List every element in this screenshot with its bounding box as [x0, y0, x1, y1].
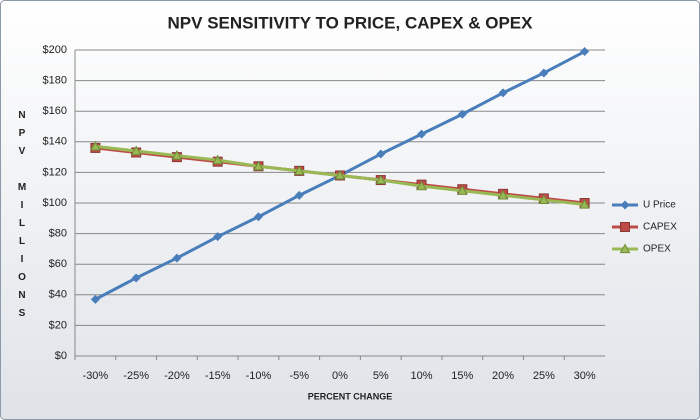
x-tick-label: -30% — [83, 370, 109, 382]
legend-marker — [619, 243, 631, 254]
marker — [90, 140, 101, 151]
legend-label: OPEX — [643, 244, 671, 255]
y-tick-label: $160 — [43, 105, 67, 117]
marker — [293, 165, 305, 175]
marker — [172, 253, 182, 263]
x-tick-label: -15% — [205, 370, 231, 382]
marker — [416, 180, 427, 191]
x-tick-label: -25% — [123, 370, 149, 382]
marker — [253, 212, 263, 222]
x-axis-title: PERCENT CHANGE — [308, 391, 393, 401]
legend-marker — [620, 222, 630, 232]
marker — [334, 169, 346, 180]
x-tick-label: -20% — [164, 370, 190, 382]
x-tick-label: 20% — [492, 370, 514, 382]
y-tick-label: $120 — [43, 166, 67, 178]
marker — [457, 109, 467, 119]
x-tick-label: 10% — [411, 370, 433, 382]
marker — [90, 294, 100, 304]
x-tick-label: 30% — [574, 370, 596, 382]
y-tick-label: $140 — [43, 136, 67, 148]
marker — [130, 145, 142, 156]
marker — [539, 68, 549, 78]
marker — [213, 232, 223, 242]
marker — [580, 47, 590, 57]
x-tick-label: 15% — [451, 370, 473, 382]
y-tick-label: $100 — [43, 197, 67, 209]
x-tick-label: -5% — [289, 370, 309, 382]
marker — [294, 190, 304, 200]
y-tick-label: $0 — [55, 350, 67, 362]
marker — [497, 189, 509, 200]
marker — [212, 154, 224, 165]
legend-label: CAPEX — [643, 222, 677, 233]
x-tick-label: 5% — [373, 370, 389, 382]
marker — [498, 88, 508, 98]
x-tick-label: -10% — [246, 370, 272, 382]
y-tick-label: $60 — [49, 258, 67, 270]
marker — [456, 185, 468, 195]
marker — [376, 149, 386, 159]
y-tick-label: $40 — [49, 289, 67, 301]
legend-label: U Price — [643, 200, 676, 211]
marker — [579, 199, 590, 209]
marker — [253, 160, 264, 171]
marker — [538, 194, 550, 205]
marker — [375, 174, 387, 185]
marker — [171, 150, 183, 160]
y-tick-label: $20 — [49, 319, 67, 331]
chart-title: NPV SENSITIVITY TO PRICE, CAPEX & OPEX — [168, 13, 534, 32]
legend-marker — [620, 200, 630, 210]
y-tick-label: $80 — [49, 228, 67, 240]
y-tick-label: $200 — [43, 44, 67, 56]
x-tick-label: 0% — [332, 370, 348, 382]
marker — [417, 129, 427, 139]
y-axis-title: NPV MILLIONS — [17, 110, 28, 326]
x-tick-label: 25% — [533, 370, 555, 382]
marker — [131, 273, 141, 283]
y-tick-label: $180 — [43, 75, 67, 87]
